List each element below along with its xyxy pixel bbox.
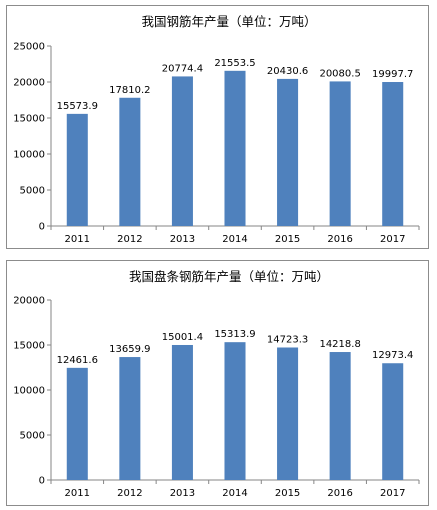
bar-2012 [119, 97, 141, 226]
y-tick-label: 5000 [20, 431, 45, 442]
y-tick-label: 0 [39, 222, 45, 233]
data-label-2015: 20430.6 [267, 66, 308, 77]
data-label-2012: 13659.9 [109, 344, 150, 355]
x-tick-label: 2011 [65, 234, 90, 245]
x-tick-label: 2014 [222, 488, 247, 499]
x-tick-label: 2013 [170, 234, 195, 245]
x-tick-label: 2016 [327, 234, 352, 245]
x-tick-label: 2017 [380, 488, 405, 499]
chart-panel-wire-rod: 我国盘条钢筋年产量（单位：万吨） 0 5000 10000 15000 20000 1246… [6, 260, 429, 506]
x-tick-label: 2015 [275, 488, 300, 499]
data-label-2016: 14218.8 [319, 339, 360, 350]
y-tick-label: 20000 [13, 296, 45, 307]
bar-2014 [224, 70, 246, 227]
bar-2015 [277, 78, 299, 226]
bar-2016 [329, 81, 351, 226]
data-label-2012: 17810.2 [109, 85, 150, 96]
y-tick-label: 10000 [13, 150, 45, 161]
bar-2011 [66, 367, 88, 480]
bar-2014 [224, 342, 246, 480]
y-tick-label: 20000 [13, 78, 45, 89]
data-label-2015: 14723.3 [267, 334, 308, 345]
data-label-2014: 21553.5 [214, 58, 255, 69]
bar-2017 [382, 82, 404, 226]
x-tick-label: 2011 [65, 488, 90, 499]
chart-title: 我国钢筋年产量（单位：万吨） [141, 14, 316, 29]
y-tick-label: 5000 [20, 186, 45, 197]
bar-2011 [66, 113, 88, 226]
bar-2013 [171, 76, 193, 226]
chart-title: 我国盘条钢筋年产量（单位：万吨） [129, 269, 329, 284]
data-label-2011: 12461.6 [57, 355, 98, 366]
x-tick-label: 2013 [170, 488, 195, 499]
data-label-2013: 20774.4 [162, 63, 203, 74]
data-label-2013: 15001.4 [162, 332, 203, 343]
x-tick-label: 2012 [117, 488, 142, 499]
chart-svg-wire-rod: 我国盘条钢筋年产量（单位：万吨） 0 5000 10000 15000 20000 1246… [13, 269, 420, 499]
y-tick-label: 15000 [13, 114, 45, 125]
y-tick-label: 0 [39, 476, 45, 487]
chart-svg-steel-bar: 我国钢筋年产量（单位：万吨） 0 5000 10000 15000 20000 25000 1… [13, 14, 420, 245]
x-tick-label: 2012 [117, 234, 142, 245]
x-tick-label: 2017 [380, 234, 405, 245]
x-tick-label: 2014 [222, 234, 247, 245]
bar-2013 [171, 344, 193, 480]
data-label-2014: 15313.9 [214, 329, 255, 340]
data-label-2017: 19997.7 [372, 69, 413, 80]
bar-2012 [119, 357, 141, 480]
chart-panel-steel-bar: 我国钢筋年产量（单位：万吨） 0 5000 10000 15000 20000 25000 1… [6, 5, 429, 249]
bar-2015 [277, 347, 299, 480]
data-label-2017: 12973.4 [372, 350, 413, 361]
x-tick-label: 2015 [275, 234, 300, 245]
y-tick-label: 15000 [13, 341, 45, 352]
bar-2016 [329, 352, 351, 480]
x-tick-label: 2016 [327, 488, 352, 499]
y-tick-label: 25000 [13, 42, 45, 53]
data-label-2016: 20080.5 [319, 68, 360, 79]
bar-2017 [382, 363, 404, 480]
y-tick-label: 10000 [13, 386, 45, 397]
data-label-2011: 15573.9 [57, 101, 98, 112]
